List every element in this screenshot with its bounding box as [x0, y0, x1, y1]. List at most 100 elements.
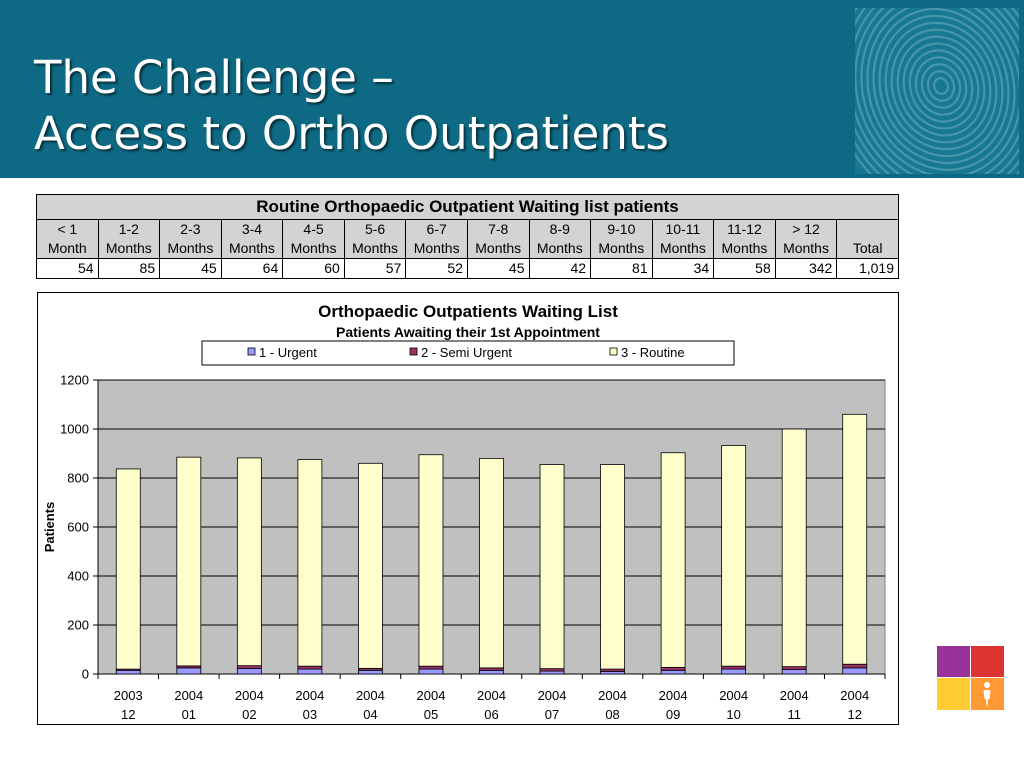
bar-segment — [297, 459, 323, 667]
fingerprint-ridge — [855, 8, 1019, 174]
column-header-range: 1-2 — [97, 219, 161, 239]
legend-item: 1 - Urgent — [247, 345, 317, 360]
column-header-range: > 12 — [774, 219, 838, 239]
bar-segment — [660, 666, 686, 671]
fingerprint-graphic — [855, 8, 1019, 174]
bar-segment — [358, 462, 383, 669]
bar-segment — [660, 452, 686, 668]
bar-segment — [418, 665, 444, 670]
x-tick-label-month: 12 — [121, 707, 135, 722]
bar-stack — [115, 468, 141, 675]
fingerprint-ridge — [932, 77, 950, 95]
table-cell: 34 — [651, 258, 715, 279]
x-tick-label-year: 2004 — [538, 688, 567, 703]
bar-segment — [842, 413, 868, 665]
x-axis-ticks: 2003 12 2004 01 2004 02 2004 03 2004 04 2004 05 2004… — [97, 674, 886, 722]
table-cell: 42 — [528, 258, 592, 279]
column-header-unit: Months — [159, 239, 222, 259]
column-header-unit: Total — [836, 239, 899, 259]
column-header-range: 10-11 — [651, 219, 715, 239]
table-cell: 85 — [97, 258, 161, 279]
x-tick-label-month: 01 — [182, 707, 196, 722]
fingerprint-ridge — [914, 56, 968, 116]
x-tick-label-year: 2004 — [659, 688, 688, 703]
bar-segment — [479, 457, 504, 669]
fingerprint-ridge — [872, 8, 1010, 165]
x-tick-label-month: 06 — [484, 707, 498, 722]
legend-swatch — [247, 347, 256, 356]
bar-stack — [781, 428, 807, 675]
slide-title-line-1: The Challenge – — [34, 51, 394, 104]
waiting-list-chart: Orthopaedic Outpatients Waiting List Pati… — [37, 292, 899, 725]
column-header-unit: Months — [282, 239, 345, 259]
logo-square-purple — [937, 646, 970, 677]
column-header-unit: Months — [713, 239, 776, 259]
bar-segment — [721, 665, 747, 670]
chart-legend: 1 - Urgent 2 - Semi Urgent 3 - Routine — [201, 340, 735, 366]
column-header-range: 11-12 — [713, 219, 776, 239]
table-cell: 45 — [159, 258, 222, 279]
y-axis-label: Patients — [42, 502, 57, 553]
y-tick-label: 1200 — [60, 373, 89, 388]
column-header-range: 4-5 — [282, 219, 345, 239]
person-body — [983, 690, 991, 706]
bar-segment — [842, 667, 868, 675]
slide-header: The Challenge – Access to Ortho Outpatie… — [0, 0, 1024, 178]
bar-segment — [721, 668, 747, 675]
column-header-range: < 1 — [36, 219, 99, 239]
x-tick-label-year: 2004 — [417, 688, 446, 703]
x-tick-label-month: 07 — [545, 707, 559, 722]
bar-segment — [176, 667, 202, 675]
table-cell: 342 — [774, 258, 838, 279]
bar-stack — [721, 445, 747, 675]
x-tick-label-year: 2003 — [114, 688, 143, 703]
bar-stack — [479, 457, 504, 675]
chart-title: Orthopaedic Outpatients Waiting List — [318, 302, 618, 321]
column-header-range: 8-9 — [528, 219, 592, 239]
column-header-range: 3-4 — [220, 219, 284, 239]
bar-segment — [418, 454, 444, 667]
table-cell: 60 — [282, 258, 345, 279]
bar-segment — [297, 668, 323, 675]
table-cell: 52 — [405, 258, 468, 279]
legend-label: 3 - Routine — [621, 345, 685, 360]
fingerprint-ridges — [855, 8, 1019, 174]
slide-title: The Challenge – Access to Ortho Outpatie… — [34, 50, 669, 162]
fingerprint-ridge — [855, 8, 1019, 174]
bar-segment — [176, 456, 202, 667]
bar-segment — [236, 665, 262, 670]
bar-segment — [236, 668, 262, 675]
x-tick-label-month: 12 — [847, 707, 861, 722]
bar-segment — [539, 670, 565, 675]
y-tick-label: 400 — [67, 569, 89, 584]
y-tick-label: 200 — [67, 618, 89, 633]
x-tick-label-year: 2004 — [356, 688, 385, 703]
bar-segment — [358, 669, 383, 675]
table-cell: 64 — [220, 258, 284, 279]
bar-segment — [842, 663, 868, 669]
column-header-unit: Month — [36, 239, 99, 259]
y-tick-label: 600 — [67, 520, 89, 535]
legend-label: 1 - Urgent — [259, 345, 317, 360]
bar-segment — [115, 669, 141, 675]
x-tick-label-month: 08 — [605, 707, 619, 722]
person-head — [984, 682, 990, 688]
bar-stack — [176, 456, 202, 675]
bar-stack — [660, 452, 686, 675]
table-caption: Routine Orthopaedic Outpatient Waiting l… — [36, 194, 899, 220]
column-header-range: 6-7 — [405, 219, 468, 239]
bar-segment — [479, 669, 504, 675]
legend-swatch — [609, 347, 618, 356]
logo-square-red — [971, 646, 1004, 677]
bar-stack — [842, 413, 868, 675]
table-cell: 45 — [466, 258, 530, 279]
chart-canvas: Orthopaedic Outpatients Waiting List Pati… — [42, 302, 886, 722]
column-header-unit: Months — [774, 239, 838, 259]
bar-segment — [418, 668, 444, 675]
bar-segment — [539, 464, 565, 670]
bars — [115, 413, 868, 675]
y-tick-label: 0 — [82, 667, 89, 682]
column-header-unit: Months — [590, 239, 653, 259]
x-tick-label-month: 10 — [726, 707, 740, 722]
legend-item: 3 - Routine — [609, 345, 685, 360]
